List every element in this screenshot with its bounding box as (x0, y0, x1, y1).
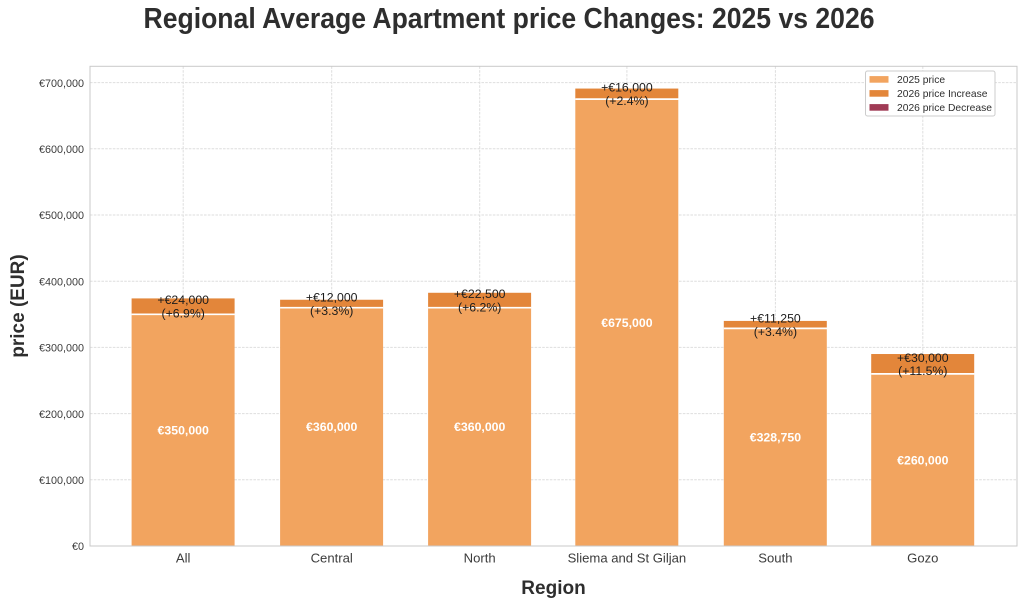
svg-text:North: North (464, 550, 496, 565)
svg-text:(+3.3%): (+3.3%) (310, 304, 353, 318)
svg-text:(+2.4%): (+2.4%) (605, 94, 648, 108)
svg-text:€350,000: €350,000 (158, 424, 209, 438)
svg-text:€400,000: €400,000 (39, 276, 84, 288)
svg-text:(+11.5%): (+11.5%) (898, 364, 947, 378)
svg-text:(+6.2%): (+6.2%) (458, 300, 501, 314)
svg-text:Regional Average Apartment pri: Regional Average Apartment price Changes… (144, 3, 875, 35)
svg-text:€675,000: €675,000 (601, 316, 652, 330)
svg-text:2026 price Decrease: 2026 price Decrease (897, 103, 992, 114)
svg-text:€360,000: €360,000 (306, 420, 357, 434)
svg-text:+€16,000: +€16,000 (601, 81, 653, 95)
svg-text:€360,000: €360,000 (454, 420, 505, 434)
svg-text:+€24,000: +€24,000 (157, 293, 209, 307)
svg-text:€700,000: €700,000 (39, 78, 84, 90)
svg-text:€600,000: €600,000 (39, 144, 84, 156)
svg-text:Central: Central (311, 550, 353, 565)
svg-text:€0: €0 (72, 541, 84, 553)
svg-text:€200,000: €200,000 (39, 409, 84, 421)
svg-text:+€11,250: +€11,250 (750, 311, 801, 325)
svg-text:(+3.4%): (+3.4%) (754, 325, 797, 339)
svg-text:All: All (176, 550, 191, 565)
svg-text:Sliema and St Giljan: Sliema and St Giljan (568, 550, 687, 565)
svg-text:(+6.9%): (+6.9%) (161, 307, 204, 321)
svg-text:2025 price: 2025 price (897, 75, 945, 86)
svg-text:2026 price Increase: 2026 price Increase (897, 89, 988, 100)
svg-text:Gozo: Gozo (907, 550, 938, 565)
svg-text:€100,000: €100,000 (39, 475, 84, 487)
svg-text:€500,000: €500,000 (39, 210, 84, 222)
svg-text:price (EUR): price (EUR) (8, 254, 29, 357)
svg-text:+€12,000: +€12,000 (306, 291, 358, 305)
svg-text:€260,000: €260,000 (897, 453, 948, 467)
svg-text:+€22,500: +€22,500 (454, 287, 506, 301)
svg-text:+€30,000: +€30,000 (897, 351, 949, 365)
svg-text:Region: Region (521, 578, 585, 599)
svg-text:€328,750: €328,750 (750, 431, 801, 445)
svg-text:€300,000: €300,000 (39, 343, 84, 355)
svg-text:South: South (758, 550, 792, 565)
